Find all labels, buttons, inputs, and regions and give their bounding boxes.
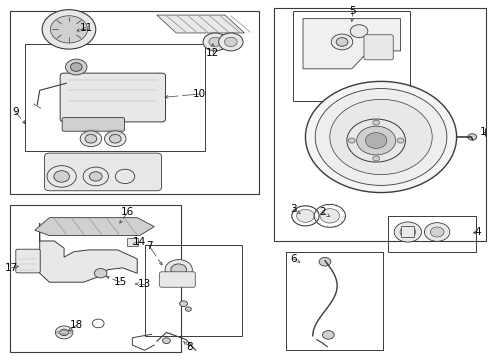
Text: 16: 16: [121, 207, 134, 217]
Circle shape: [429, 227, 443, 237]
Circle shape: [319, 257, 330, 266]
Circle shape: [305, 81, 456, 193]
Circle shape: [224, 37, 237, 46]
Polygon shape: [40, 223, 137, 282]
Circle shape: [170, 264, 186, 275]
Circle shape: [320, 209, 339, 223]
FancyBboxPatch shape: [159, 272, 195, 287]
Circle shape: [89, 172, 102, 181]
Text: 11: 11: [79, 23, 92, 33]
Text: 7: 7: [146, 241, 152, 251]
Polygon shape: [157, 15, 244, 33]
Circle shape: [47, 166, 76, 187]
Bar: [127, 238, 138, 246]
Circle shape: [109, 134, 121, 143]
Circle shape: [94, 269, 107, 278]
Circle shape: [70, 63, 82, 71]
Circle shape: [55, 326, 73, 339]
Text: 17: 17: [5, 263, 18, 273]
Circle shape: [330, 34, 352, 50]
Circle shape: [65, 59, 87, 75]
Circle shape: [218, 33, 243, 51]
Bar: [273, 8, 485, 241]
Text: 2: 2: [319, 207, 325, 217]
Circle shape: [203, 33, 227, 51]
Circle shape: [208, 37, 221, 46]
FancyBboxPatch shape: [62, 118, 124, 131]
Bar: [387, 216, 475, 252]
Circle shape: [315, 89, 446, 185]
Text: 1: 1: [479, 127, 486, 136]
Circle shape: [115, 169, 135, 184]
Circle shape: [185, 307, 191, 311]
Text: 14: 14: [133, 237, 146, 247]
FancyBboxPatch shape: [363, 35, 392, 60]
Circle shape: [179, 301, 187, 307]
Polygon shape: [35, 218, 154, 235]
Text: 4: 4: [473, 227, 480, 237]
Circle shape: [347, 138, 354, 143]
Circle shape: [296, 210, 314, 222]
Circle shape: [50, 16, 87, 43]
FancyBboxPatch shape: [44, 153, 161, 191]
Circle shape: [164, 260, 192, 280]
Text: 10: 10: [193, 89, 206, 99]
Text: 8: 8: [186, 342, 193, 352]
Circle shape: [162, 338, 170, 343]
Text: 12: 12: [206, 48, 219, 58]
Circle shape: [396, 138, 403, 143]
Circle shape: [80, 131, 102, 147]
Circle shape: [335, 38, 347, 46]
Circle shape: [424, 223, 449, 241]
Circle shape: [372, 120, 379, 125]
Bar: [10, 205, 181, 352]
FancyBboxPatch shape: [60, 73, 165, 122]
Text: 5: 5: [349, 6, 355, 17]
FancyBboxPatch shape: [16, 249, 40, 273]
Bar: [25, 44, 205, 151]
Circle shape: [322, 330, 333, 339]
Circle shape: [393, 222, 421, 242]
Polygon shape: [303, 19, 400, 69]
Bar: [10, 12, 259, 194]
Circle shape: [42, 10, 96, 49]
Text: 3: 3: [289, 204, 296, 215]
Circle shape: [85, 134, 97, 143]
Circle shape: [399, 226, 415, 238]
Circle shape: [83, 167, 108, 186]
Text: 13: 13: [138, 279, 151, 289]
Circle shape: [60, 329, 68, 336]
Circle shape: [346, 119, 405, 162]
Circle shape: [329, 99, 431, 175]
Bar: [144, 244, 242, 336]
Bar: [285, 252, 383, 350]
Circle shape: [372, 156, 379, 161]
Circle shape: [54, 171, 69, 182]
Circle shape: [365, 133, 386, 148]
Circle shape: [356, 126, 395, 155]
Bar: [400, 226, 413, 237]
Text: 18: 18: [69, 320, 83, 330]
Circle shape: [349, 25, 367, 38]
Circle shape: [104, 131, 126, 147]
Text: 9: 9: [12, 107, 19, 117]
Circle shape: [467, 134, 476, 140]
Text: 6: 6: [289, 254, 296, 264]
Bar: [293, 12, 409, 101]
Text: 15: 15: [113, 277, 126, 287]
